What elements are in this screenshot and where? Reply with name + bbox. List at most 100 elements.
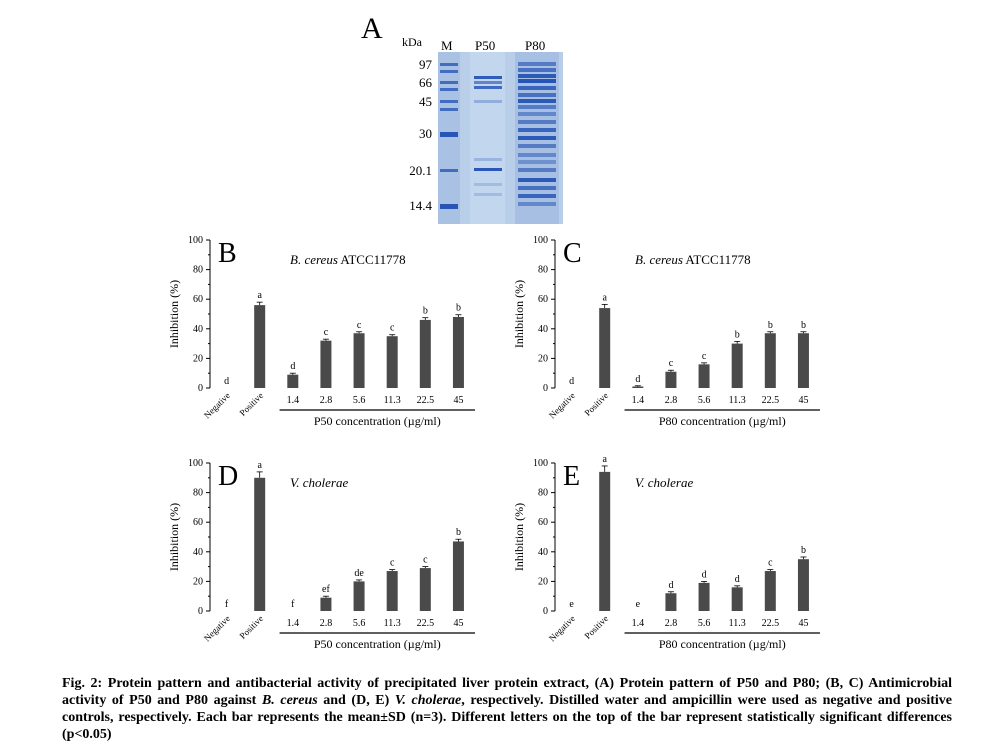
y-tick-label: 60	[193, 294, 203, 305]
gel-band-marker	[440, 70, 458, 73]
significance-letter: d	[635, 374, 640, 385]
gel-band-p50	[474, 168, 502, 171]
bar	[797, 559, 809, 611]
bar	[419, 568, 431, 611]
strain-name: ATCC11778	[338, 252, 406, 267]
bar	[731, 587, 743, 611]
bar	[665, 593, 677, 611]
chart-title: V. cholerae	[635, 475, 693, 490]
y-axis-label: Inhibition (%)	[512, 280, 526, 348]
panel-letter-b: B	[218, 238, 237, 269]
category-label: 22.5	[762, 395, 780, 406]
significance-letter: d	[702, 569, 707, 580]
y-tick-label: 0	[198, 606, 203, 617]
gel-band-p50	[474, 86, 502, 89]
bar	[386, 571, 398, 611]
significance-letter: f	[291, 599, 295, 610]
category-label: Positive	[238, 390, 266, 418]
significance-letter: b	[801, 320, 806, 331]
gel-band-p80	[518, 86, 556, 90]
category-label: Negative	[547, 390, 577, 420]
gel-band-p80	[518, 144, 556, 148]
category-label: Positive	[583, 613, 611, 641]
bar	[452, 316, 464, 388]
category-label: 22.5	[417, 395, 435, 406]
organism-name: B. cereus	[635, 252, 683, 267]
gel-band-p80	[518, 74, 556, 78]
lane-label-p50: P50	[475, 38, 495, 53]
y-axis-label: Inhibition (%)	[167, 503, 181, 571]
y-tick-label: 100	[533, 235, 548, 246]
significance-letter: de	[354, 568, 364, 579]
gel-band-p80	[518, 62, 556, 66]
category-label: 5.6	[353, 395, 366, 406]
category-label: Negative	[202, 613, 232, 643]
y-tick-label: 100	[188, 458, 203, 469]
marker-label: 45	[419, 94, 432, 109]
bar	[764, 333, 776, 388]
gel-band-p50	[474, 76, 502, 79]
bar	[320, 340, 332, 388]
chart-title: B. cereus ATCC11778	[290, 252, 406, 267]
y-tick-label: 80	[193, 488, 203, 499]
significance-letter: d	[290, 361, 295, 372]
category-label: 11.3	[384, 618, 401, 629]
y-tick-label: 40	[193, 324, 203, 335]
chart-title: B. cereus ATCC11778	[635, 252, 751, 267]
gel-bands	[440, 62, 556, 209]
gel-band-p80	[518, 128, 556, 132]
gel-band-p80	[518, 79, 556, 83]
gel-band-p80	[518, 136, 556, 140]
caption-italic-1: B. cereus	[261, 693, 318, 708]
significance-letter: d	[224, 376, 229, 387]
significance-letter: e	[636, 599, 641, 610]
gel-band-marker	[440, 169, 458, 172]
gel-band-p80	[518, 153, 556, 157]
significance-letter: a	[602, 454, 607, 465]
category-label: Negative	[547, 613, 577, 643]
gel-band-marker	[440, 81, 458, 84]
gel-band-marker	[440, 100, 458, 103]
y-tick-label: 20	[193, 576, 203, 587]
gel-band-p50	[474, 158, 502, 161]
category-label: 2.8	[320, 395, 333, 406]
category-label: 45	[453, 395, 463, 406]
significance-letter: a	[602, 292, 607, 303]
bar	[698, 582, 710, 611]
bar	[731, 343, 743, 388]
gel-band-p80	[518, 160, 556, 164]
bar	[698, 364, 710, 388]
gel-image: kDa M P50 P80 97 66 45 30 20.1 14.4	[402, 35, 563, 224]
chart-title: V. cholerae	[290, 475, 348, 490]
gel-band-p80	[518, 112, 556, 116]
significance-letter: b	[423, 306, 428, 317]
bar	[764, 571, 776, 611]
y-tick-label: 80	[538, 488, 548, 499]
bar	[665, 371, 677, 388]
gel-band-p80	[518, 178, 556, 182]
bar	[353, 333, 365, 388]
category-label: 2.8	[665, 618, 678, 629]
category-label: 45	[798, 395, 808, 406]
significance-letter: d	[735, 574, 740, 585]
category-label: 22.5	[762, 618, 780, 629]
significance-letter: ef	[322, 584, 330, 595]
y-tick-label: 40	[538, 324, 548, 335]
panel-letter-c: C	[563, 238, 582, 269]
category-label: 5.6	[698, 618, 711, 629]
y-tick-label: 60	[538, 294, 548, 305]
y-tick-label: 80	[193, 265, 203, 276]
y-tick-label: 40	[193, 547, 203, 558]
gel-band-p50	[474, 100, 502, 103]
gel-band-marker	[440, 108, 458, 111]
figure-caption: Fig. 2: Protein pattern and antibacteria…	[62, 675, 952, 743]
panel-letter-d: D	[218, 461, 238, 492]
x-axis-label: P80 concentration (µg/ml)	[659, 637, 786, 651]
organism-name: V. cholerae	[290, 475, 348, 490]
gel-band-marker	[440, 132, 458, 137]
category-label: 11.3	[384, 395, 401, 406]
x-axis-label: P80 concentration (µg/ml)	[659, 414, 786, 428]
caption-part-3: , respectively. Distilled water and ampi…	[62, 693, 952, 742]
category-label: 22.5	[417, 618, 435, 629]
